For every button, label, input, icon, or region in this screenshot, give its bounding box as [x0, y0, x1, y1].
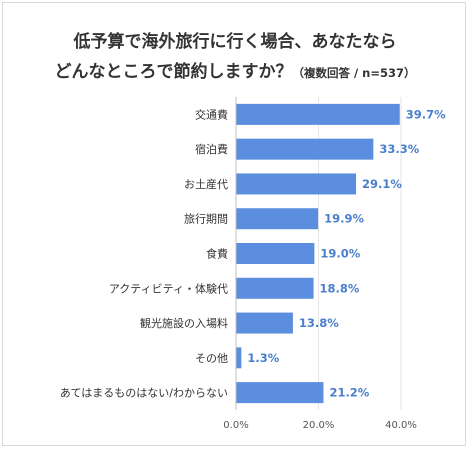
value-label: 39.7% [406, 107, 446, 121]
x-tick-label: 20.0% [303, 420, 335, 431]
category-label: 観光施設の入場料 [140, 316, 228, 330]
value-label: 21.2% [329, 386, 369, 400]
bar [236, 312, 293, 334]
category-label: アクティビティ・体験代 [109, 281, 228, 295]
chart-title-line1: 低予算で海外旅行に行く場合、あなたなら [73, 32, 397, 52]
category-label: 旅行期間 [184, 212, 228, 226]
chart-note: （複数回答 / n=537） [292, 66, 416, 80]
value-label: 19.0% [320, 247, 360, 261]
category-label: あてはまるものはない/わからない [60, 387, 228, 400]
value-label: 18.8% [320, 281, 360, 295]
bar [236, 347, 242, 369]
x-tick-label: 40.0% [385, 420, 417, 431]
category-label: 交通費 [195, 107, 228, 121]
x-tick-label: 0.0% [223, 420, 248, 431]
chart-title-line2-text: どんなところで節約しますか？ [54, 62, 293, 82]
bar [236, 243, 315, 264]
value-label: 19.9% [324, 212, 364, 226]
chart-frame [2, 2, 466, 446]
value-label: 13.8% [299, 316, 339, 330]
category-label: 食費 [206, 247, 228, 261]
value-label: 33.3% [379, 142, 419, 156]
category-label: 宿泊費 [195, 142, 228, 156]
bar [236, 277, 314, 299]
bar [236, 173, 357, 195]
bar [236, 103, 400, 125]
category-label: その他 [195, 352, 228, 365]
value-label: 1.3% [247, 351, 279, 365]
value-label: 29.1% [362, 177, 402, 191]
bar [236, 382, 324, 404]
bar [236, 208, 319, 230]
chart-title-line2: どんなところで節約しますか？（複数回答 / n=537） [0, 57, 470, 82]
bar [236, 138, 374, 160]
category-label: お土産代 [184, 178, 228, 191]
